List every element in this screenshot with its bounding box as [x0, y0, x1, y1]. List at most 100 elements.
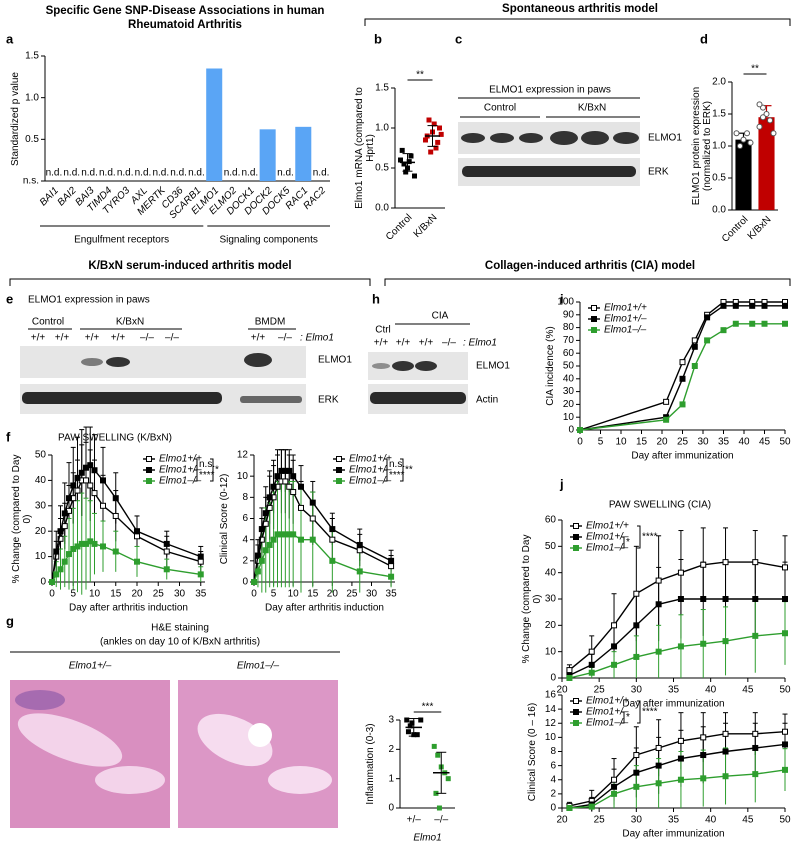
significance-label: n.s. [199, 459, 215, 470]
x-tick-label: 45 [742, 685, 754, 696]
y-tick-label: 1.5 [712, 109, 726, 120]
marker [258, 526, 265, 533]
marker [720, 327, 727, 334]
y-tick-label: 70 [563, 335, 575, 346]
x-tick-label: 10 [615, 437, 627, 448]
legend-marker [336, 478, 342, 484]
marker [112, 512, 119, 519]
legend-marker [146, 467, 152, 473]
marker [700, 596, 707, 602]
marker [61, 558, 68, 565]
marker [298, 504, 304, 511]
y-tick-label: 1.0 [375, 123, 389, 134]
significance-bracket [621, 536, 625, 549]
significance-label: * [626, 712, 630, 723]
marker [761, 302, 768, 309]
x-tick-label: 40 [705, 685, 717, 696]
blot-bands [81, 353, 272, 367]
marker [87, 482, 94, 489]
marker [388, 573, 395, 580]
marker [782, 766, 788, 773]
significance-label: **** [199, 470, 215, 481]
chart-title: PAW SWELLING (K/BxN) [58, 433, 172, 444]
significance-label: **** [642, 707, 658, 718]
genotype: +/+ [251, 333, 266, 344]
marker [679, 359, 686, 366]
x-tick-label: 25 [346, 589, 358, 600]
marker [309, 499, 316, 506]
marker [254, 568, 261, 575]
panel-letter: a [6, 31, 14, 46]
legend-label: Elmo1–/– [604, 325, 647, 336]
y-tick-label: 50 [545, 541, 557, 552]
x-tick-label: 20 [131, 589, 143, 600]
data-point [756, 101, 763, 108]
y-tick-label: 12 [237, 450, 249, 461]
significance-bracket [400, 458, 404, 482]
marker [57, 528, 64, 535]
marker [655, 601, 662, 608]
marker [112, 548, 119, 555]
data-point [409, 720, 415, 726]
x-tick-label: 30 [631, 685, 643, 696]
data-point [756, 123, 763, 130]
marker [655, 744, 662, 751]
panel-letter: d [700, 31, 708, 46]
data-point [403, 169, 409, 175]
marker [163, 566, 170, 573]
marker [66, 495, 72, 502]
blot-group: K/BxN [578, 103, 606, 114]
marker [611, 790, 618, 797]
marker [633, 752, 640, 759]
marker [663, 398, 670, 405]
panel-letter: h [372, 291, 380, 306]
marker [752, 771, 759, 778]
legend-label: Elmo1+/+ [604, 303, 647, 314]
chart-title: Specific Gene SNP-Disease Associations i… [45, 5, 325, 31]
value-label: n.d. [117, 168, 134, 179]
x-tick-label: 40 [705, 815, 717, 826]
data-point [438, 131, 444, 137]
y-tick-label: 0.0 [712, 205, 726, 216]
x-tick-label: K/BxN [746, 214, 774, 242]
x-tick-label: 25 [153, 589, 165, 600]
data-point [401, 161, 407, 167]
y-tick-label: 50 [35, 450, 47, 461]
marker [782, 728, 788, 735]
panel-letter: i [560, 291, 564, 306]
panel-letter: g [6, 613, 14, 628]
legend-label: Elmo1–/– [586, 543, 629, 554]
tissue [197, 713, 332, 794]
x-tick-label: 25 [594, 685, 606, 696]
value-label: n.d. [242, 168, 259, 179]
bracket [9, 278, 371, 286]
legend-label: Elmo1+/– [349, 465, 392, 476]
histology-subtitle: (ankles on day 10 of K/BxN arthritis) [100, 637, 260, 648]
marker [633, 769, 640, 776]
y-tick-label: 2 [550, 789, 556, 800]
y-tick-label: 10 [545, 646, 557, 657]
marker [782, 596, 788, 602]
significance-bracket [621, 711, 625, 724]
y-tick-label: 80 [563, 322, 575, 333]
y-tick-label: 20 [545, 620, 557, 631]
marker [197, 553, 204, 560]
marker [270, 536, 277, 543]
blot-group: K/BxN [116, 317, 144, 328]
data-point [407, 723, 413, 729]
marker [722, 559, 729, 566]
data-point [445, 776, 451, 782]
x-axis-label: Day after immunization [631, 451, 733, 462]
blot-bands [372, 361, 437, 371]
legend-label: Elmo1+/– [604, 314, 647, 325]
y-tick-label: 0 [242, 577, 248, 588]
marker [752, 744, 759, 751]
y-tick-label: 60 [563, 348, 575, 359]
marker [298, 536, 304, 543]
x-tick-label: 35 [668, 685, 680, 696]
value-label: n.d. [63, 168, 80, 179]
y-tick-label: 0 [550, 673, 556, 684]
y-tick-label: 60 [545, 515, 557, 526]
x-axis-label: Day after immunization [622, 829, 724, 840]
y-tick-label: 3 [388, 715, 394, 726]
